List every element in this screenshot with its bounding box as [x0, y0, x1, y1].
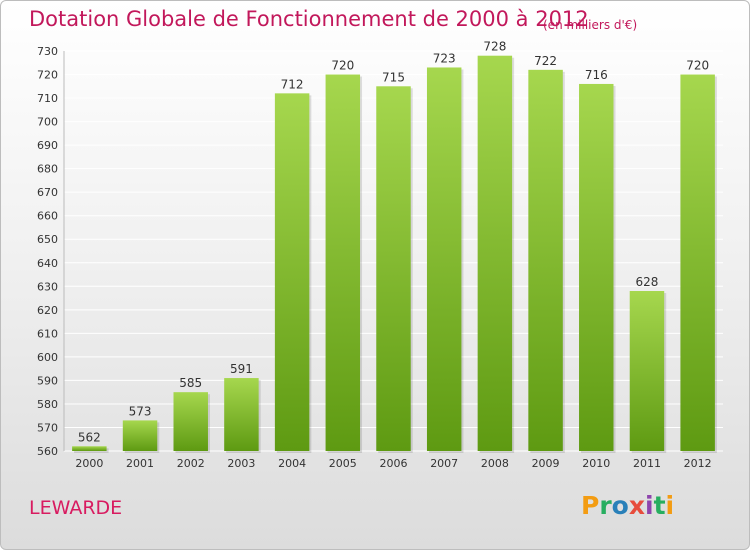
value-label-2008: 728 [483, 40, 506, 54]
x-tick-label-2009: 2009 [532, 457, 560, 470]
y-tick-label: 610 [37, 327, 58, 340]
x-tick-label-2004: 2004 [278, 457, 306, 470]
unit-label: (en milliers d'€) [543, 18, 638, 32]
bar-2005 [325, 74, 361, 451]
value-label-2004: 712 [281, 77, 304, 91]
bar-2003 [224, 378, 259, 451]
x-tick-label-2010: 2010 [582, 457, 610, 470]
bar-2007 [426, 67, 462, 452]
labels: 562 2000 573 2001 585 2002 591 2003 712 2004 720 20… [75, 40, 711, 470]
y-tick-label: 680 [37, 163, 58, 176]
y-tick-label: 600 [37, 351, 58, 364]
logo-letter: x [628, 491, 645, 520]
x-tick-label-2007: 2007 [430, 457, 458, 470]
chart-title: Dotation Globale de Fonctionnement de 20… [29, 7, 589, 31]
bar-2010 [579, 83, 614, 452]
y-tick-label: 630 [37, 280, 58, 293]
x-tick-label-2002: 2002 [177, 457, 205, 470]
y-tick-label: 660 [37, 210, 58, 223]
logo-letter: r [599, 491, 612, 520]
value-label-2010: 716 [585, 68, 608, 82]
bar-2000 [72, 446, 107, 451]
y-tick-label: 730 [37, 45, 58, 58]
x-tick-label-2000: 2000 [75, 457, 103, 470]
bar-2006 [376, 86, 411, 451]
logo-letter: i [665, 491, 675, 520]
x-tick-label-2006: 2006 [380, 457, 408, 470]
x-tick-label-2001: 2001 [126, 457, 154, 470]
y-tick-label: 590 [37, 374, 58, 387]
y-tick-label: 560 [37, 445, 58, 458]
y-tick-label: 620 [37, 304, 58, 317]
y-tick-label: 720 [37, 69, 58, 82]
logo-letter: P [581, 491, 600, 520]
x-tick-label-2003: 2003 [227, 457, 255, 470]
bar-2004 [274, 93, 310, 452]
bar-2001 [122, 420, 158, 451]
value-label-2003: 591 [230, 362, 253, 376]
proxiti-logo: Proxiti [581, 491, 674, 520]
y-tick-label: 580 [37, 398, 58, 411]
x-tick-label-2012: 2012 [684, 457, 712, 470]
logo-letter: o [611, 491, 629, 520]
commune-name: LEWARDE [29, 497, 123, 519]
y-tick-label: 690 [37, 139, 58, 152]
value-label-2006: 715 [382, 70, 405, 84]
axes: 560 570 580 590 600 610 620 630 640 650 660 670 680 6… [37, 45, 65, 458]
value-label-2005: 720 [331, 59, 354, 73]
x-tick-label-2011: 2011 [633, 457, 661, 470]
y-tick-label: 710 [37, 92, 58, 105]
value-label-2007: 723 [433, 51, 456, 65]
value-label-2002: 585 [179, 376, 202, 390]
logo-letter: t [653, 491, 666, 520]
value-label-2009: 722 [534, 54, 557, 68]
bar-2012 [680, 74, 715, 451]
bar-2011 [629, 291, 665, 451]
y-tick-label: 640 [37, 257, 58, 270]
x-tick-label-2005: 2005 [329, 457, 357, 470]
y-tick-label: 650 [37, 233, 58, 246]
value-label-2000: 562 [78, 430, 101, 444]
bar-2008 [477, 55, 513, 452]
x-tick-label-2008: 2008 [481, 457, 509, 470]
y-tick-label: 670 [37, 186, 58, 199]
bar-2002 [173, 392, 208, 451]
y-tick-label: 700 [37, 116, 58, 129]
logo-letter: i [645, 491, 654, 520]
value-label-2011: 628 [636, 275, 659, 289]
value-label-2012: 720 [686, 59, 709, 73]
bar-2009 [528, 69, 563, 451]
y-tick-label: 570 [37, 421, 58, 434]
bars [72, 55, 717, 454]
value-label-2001: 573 [129, 404, 152, 418]
